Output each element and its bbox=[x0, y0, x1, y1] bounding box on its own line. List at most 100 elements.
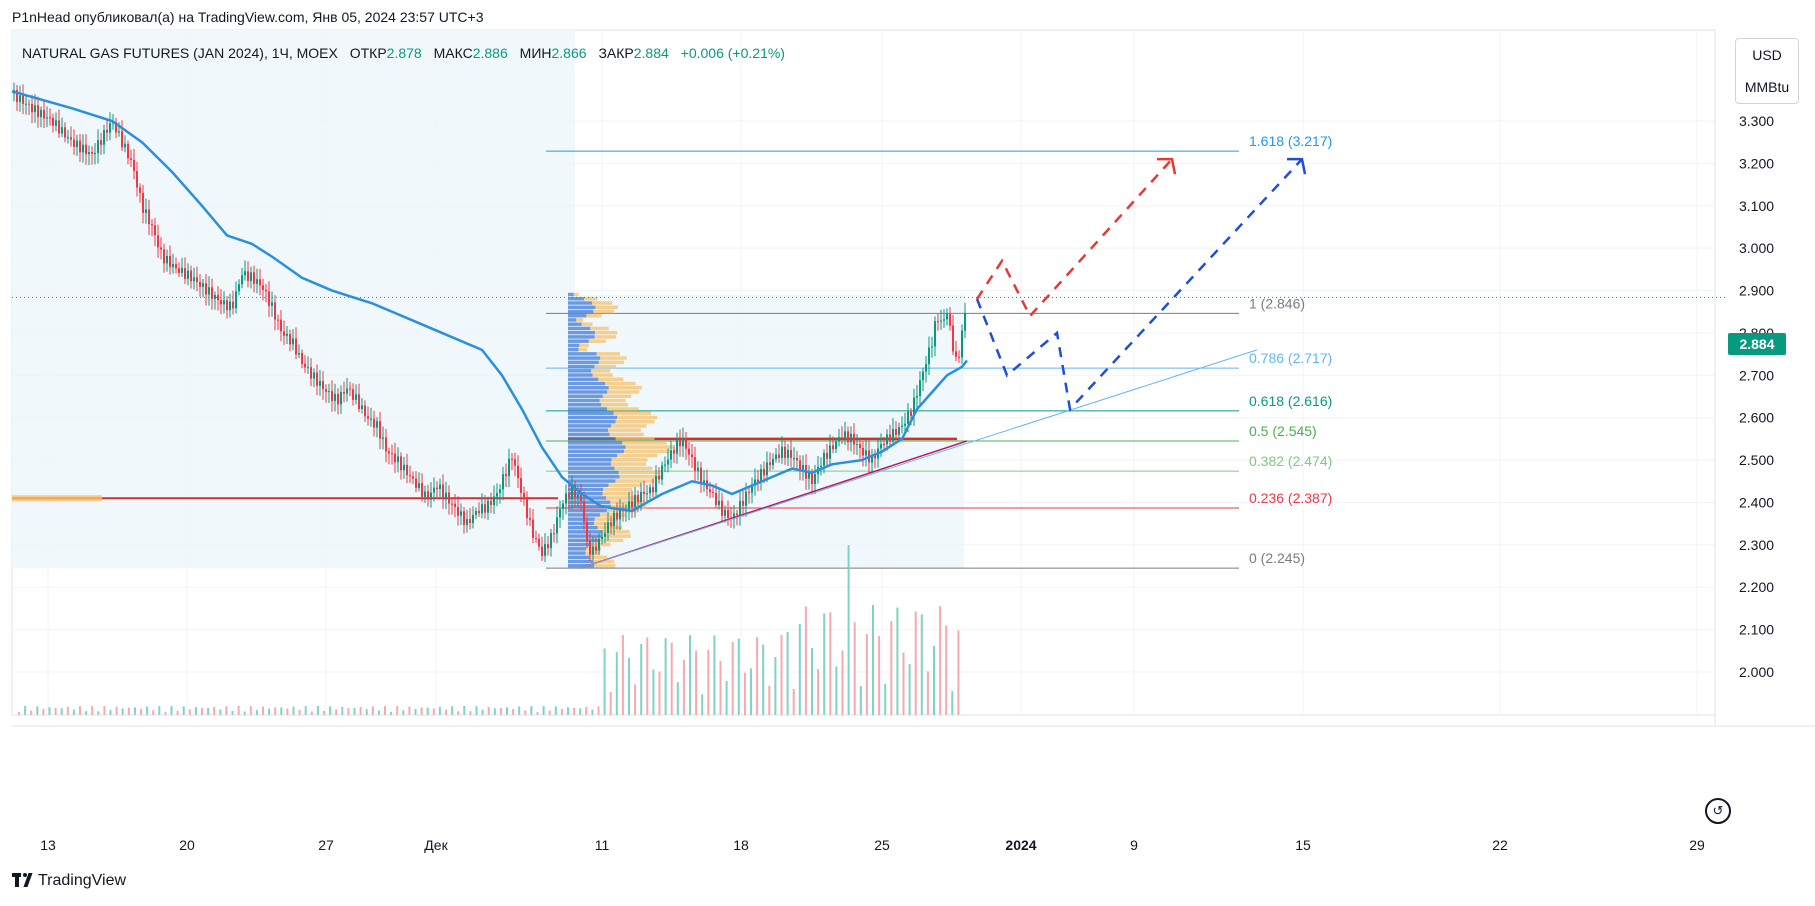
volume-profile-down bbox=[603, 487, 632, 492]
x-tick-label: 20 bbox=[179, 837, 195, 853]
candle-body bbox=[49, 117, 51, 119]
candle-body bbox=[493, 496, 495, 505]
volume-bar bbox=[445, 709, 447, 715]
candle-body bbox=[145, 209, 147, 213]
candle-body bbox=[556, 517, 558, 534]
candle-body bbox=[742, 500, 744, 506]
unit-label[interactable]: MMBtu bbox=[1744, 79, 1790, 95]
candle-body bbox=[412, 476, 414, 479]
candle-body bbox=[634, 494, 636, 508]
candle-body bbox=[163, 249, 165, 264]
candle-body bbox=[391, 453, 393, 455]
volume-bar bbox=[914, 611, 917, 715]
volume-bar bbox=[146, 706, 149, 715]
candle-body bbox=[229, 301, 231, 311]
candle-body bbox=[505, 474, 507, 477]
volume-bar bbox=[908, 664, 911, 715]
candle-body bbox=[328, 391, 330, 393]
currency-unit-selector[interactable]: USD MMBtu bbox=[1735, 38, 1799, 104]
volume-bar bbox=[201, 707, 203, 715]
volume-bar bbox=[670, 642, 673, 715]
candle-body bbox=[895, 429, 897, 435]
candle-body bbox=[586, 521, 588, 541]
fib-level-label: 1 (2.846) bbox=[1249, 295, 1305, 311]
volume-profile-down bbox=[617, 415, 658, 420]
volume-bar bbox=[432, 708, 435, 715]
candle-body bbox=[61, 127, 63, 134]
volume-profile-down bbox=[581, 322, 593, 326]
candle-body bbox=[598, 538, 600, 551]
candle-body bbox=[319, 380, 321, 386]
candle-body bbox=[814, 474, 816, 485]
candle-body bbox=[352, 389, 354, 400]
reset-chart-icon[interactable]: ↺ bbox=[1705, 798, 1731, 824]
volume-bar bbox=[951, 691, 954, 715]
volume-profile-down bbox=[598, 377, 624, 382]
volume-bar bbox=[127, 707, 130, 715]
symbol-name[interactable]: NATURAL GAS FUTURES (JAN 2024), 1Ч, MOEX bbox=[22, 45, 338, 61]
candle-body bbox=[454, 503, 456, 507]
volume-profile-up bbox=[568, 330, 596, 335]
volume-profile-up bbox=[568, 398, 600, 403]
symbol-legend[interactable]: NATURAL GAS FUTURES (JAN 2024), 1Ч, MOEX… bbox=[22, 45, 785, 61]
candle-body bbox=[85, 144, 87, 155]
candle-body bbox=[313, 372, 315, 379]
volume-bar bbox=[347, 708, 350, 715]
volume-profile-down bbox=[595, 330, 618, 335]
candle-body bbox=[670, 450, 672, 460]
volume-profile-up bbox=[568, 530, 602, 534]
volume-profile-down bbox=[600, 356, 627, 360]
volume-bar bbox=[560, 709, 563, 715]
currency-label[interactable]: USD bbox=[1752, 47, 1782, 63]
candle-body bbox=[901, 425, 903, 428]
candle-body bbox=[529, 518, 531, 520]
fib-level-label: 0.5 (2.545) bbox=[1249, 423, 1317, 439]
volume-bar bbox=[182, 706, 185, 715]
candle-body bbox=[667, 459, 669, 465]
candle-body bbox=[796, 457, 798, 461]
candle-body bbox=[520, 478, 522, 493]
candle-body bbox=[340, 392, 342, 405]
candle-body bbox=[19, 95, 21, 103]
candle-body bbox=[82, 144, 84, 153]
volume-profile-down bbox=[592, 301, 612, 305]
candle-body bbox=[295, 338, 297, 355]
candle-body bbox=[268, 291, 270, 306]
candle-body bbox=[925, 364, 927, 372]
volume-profile-down bbox=[608, 428, 641, 432]
candle-body bbox=[226, 300, 228, 311]
volume-profile-up bbox=[568, 462, 611, 466]
volume-bar bbox=[847, 545, 850, 715]
candle-body bbox=[400, 456, 402, 471]
candle-body bbox=[607, 522, 609, 534]
candle-body bbox=[139, 187, 141, 193]
volume-bar bbox=[341, 706, 344, 715]
volume-bar bbox=[798, 623, 801, 715]
volume-bar bbox=[481, 709, 484, 715]
volume-bar bbox=[457, 711, 460, 715]
candle-body bbox=[442, 484, 444, 499]
change-value: +0.006 (+0.21%) bbox=[680, 45, 785, 61]
tradingview-logo[interactable]: TradingView bbox=[12, 872, 126, 890]
candle-body bbox=[778, 454, 780, 458]
fib-level-label: 0.382 (2.474) bbox=[1249, 453, 1332, 469]
volume-bar bbox=[573, 707, 576, 715]
volume-profile-down bbox=[606, 407, 639, 411]
candle-body bbox=[355, 394, 357, 400]
candle-body bbox=[217, 294, 219, 301]
volume-profile-up bbox=[568, 301, 593, 305]
volume-profile-down bbox=[608, 386, 642, 390]
candle-body bbox=[844, 431, 846, 438]
candle-body bbox=[547, 544, 549, 549]
low-value: 2.866 bbox=[551, 45, 587, 61]
candle-body bbox=[367, 416, 369, 419]
candle-body bbox=[466, 519, 468, 525]
volume-profile-down bbox=[602, 394, 632, 398]
candle-body bbox=[331, 391, 333, 401]
candle-body bbox=[175, 264, 177, 269]
candle-body bbox=[421, 483, 423, 497]
candle-body bbox=[790, 449, 792, 458]
candle-body bbox=[808, 473, 810, 479]
candle-body bbox=[502, 474, 504, 490]
